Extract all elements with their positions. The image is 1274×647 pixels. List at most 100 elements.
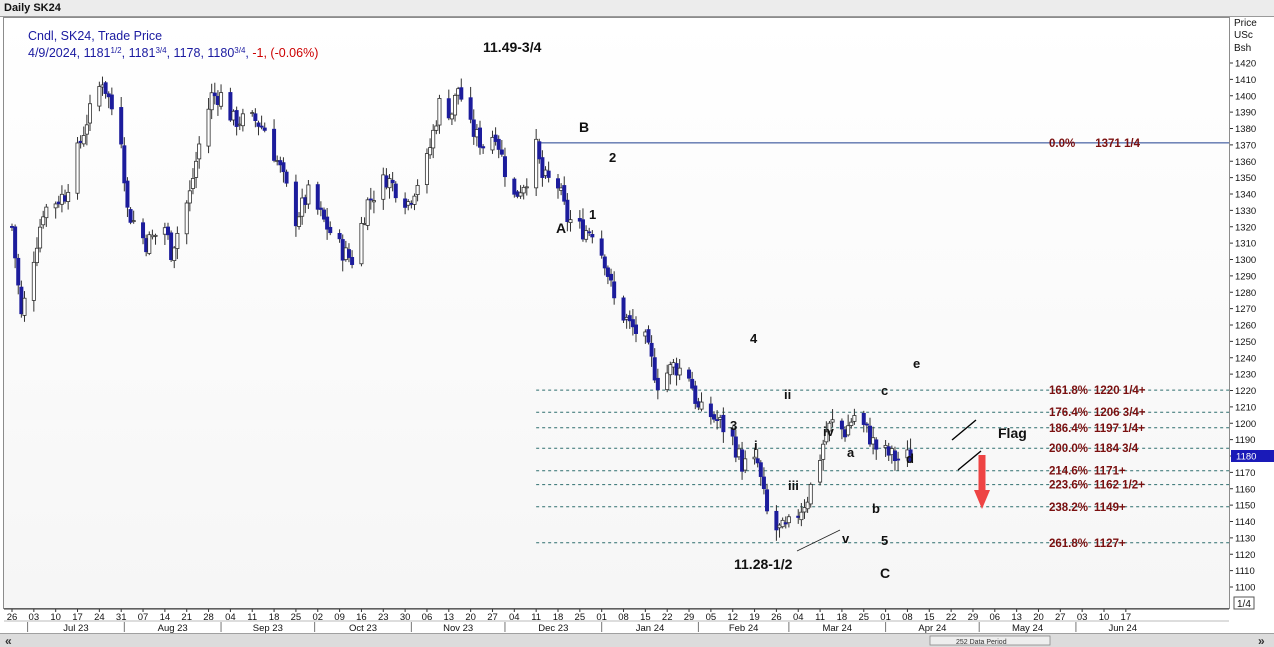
low-pointer-line	[796, 529, 841, 552]
month-label: May 24	[1012, 623, 1043, 634]
fib-level-label: 0.0% 1371 1/4	[1049, 138, 1141, 150]
candle-body	[153, 234, 158, 237]
candle-body	[78, 140, 83, 143]
candle-body	[721, 414, 726, 433]
candle-body	[13, 226, 18, 259]
candle-body	[556, 178, 561, 189]
wave-label: 2	[609, 150, 616, 165]
candle-body	[449, 113, 454, 120]
candle-body	[212, 92, 217, 97]
candle-body	[490, 137, 495, 151]
wave-label: c	[881, 383, 888, 398]
candle-body	[715, 419, 720, 422]
page-indicator-box[interactable]	[1233, 596, 1255, 610]
candle-body	[325, 216, 330, 230]
candle-body	[318, 207, 323, 210]
candle-body	[774, 510, 779, 531]
x-tick-label: 25	[575, 612, 586, 623]
scroll-thumb[interactable]	[929, 635, 1051, 646]
wave-label: b	[872, 501, 880, 516]
x-tick-label: 17	[72, 612, 83, 623]
y-tick-label: 1260	[1235, 321, 1256, 332]
y-tick-label: 1170	[1235, 468, 1255, 479]
candle-body	[634, 324, 639, 334]
month-label: Dec 23	[538, 623, 568, 634]
candle-body	[540, 157, 545, 178]
legend-high: 1181	[129, 46, 156, 60]
candle-body	[194, 160, 199, 178]
candle-body	[250, 112, 255, 114]
candle-body	[337, 233, 342, 240]
candle-body	[499, 149, 504, 155]
candle-body	[605, 267, 610, 277]
candle-body	[730, 429, 735, 437]
y-tick-label: 1130	[1235, 533, 1255, 544]
y-tick-label: 1220	[1235, 386, 1256, 397]
wave-label: Flag	[998, 425, 1027, 441]
candle-body	[649, 342, 654, 357]
month-label: Jan 24	[636, 623, 665, 634]
candle-body	[446, 98, 451, 119]
x-tick-label: 20	[465, 612, 476, 623]
x-tick-label: 04	[225, 612, 236, 623]
x-tick-label: 29	[968, 612, 979, 623]
y-tick-label: 1140	[1235, 517, 1255, 528]
candle-body	[864, 423, 869, 426]
candle-body	[874, 439, 879, 450]
x-tick-label: 02	[312, 612, 323, 623]
x-tick-label: 01	[596, 612, 607, 623]
flag-lower-line	[957, 450, 982, 471]
candle-body	[818, 460, 823, 483]
candle-body	[141, 222, 146, 239]
y-tick-label: 1380	[1235, 124, 1256, 135]
candle-body	[665, 372, 670, 391]
candle-body	[9, 226, 14, 228]
candle-body	[693, 385, 698, 404]
wave-label: 5	[881, 533, 888, 548]
fib-level-label: 261.8% 1127+	[1049, 538, 1126, 550]
scroll-right-button[interactable]: »	[1258, 634, 1265, 647]
legend-ohlc: 4/9/2024, 11811/2, 11813/4, 1178, 11803/…	[28, 46, 318, 60]
candle-body	[839, 420, 844, 430]
x-tick-label: 17	[1121, 612, 1132, 623]
x-tick-label: 18	[553, 612, 564, 623]
wave-label: iv	[823, 424, 835, 439]
candle-body	[393, 183, 398, 199]
y-tick-label: 1110	[1235, 566, 1255, 577]
candle-body	[612, 281, 617, 299]
candle-body	[827, 422, 832, 432]
candle-body	[175, 232, 180, 249]
candle-body	[346, 249, 351, 258]
y-tick-label: 1360	[1235, 157, 1256, 168]
candle-body	[66, 191, 71, 202]
axis-header-unit: USc	[1234, 30, 1253, 41]
legend-open: 1181	[84, 46, 111, 60]
candle-body	[209, 92, 214, 111]
x-tick-label: 13	[1011, 612, 1022, 623]
x-tick-label: 21	[181, 612, 192, 623]
x-tick-label: 09	[334, 612, 345, 623]
candle-body	[16, 257, 21, 286]
candle-body	[687, 369, 692, 379]
candle-body	[546, 170, 551, 178]
y-tick-label: 1160	[1235, 484, 1255, 495]
x-tick-label: 27	[1055, 612, 1066, 623]
candle-body	[708, 403, 713, 418]
candle-body	[259, 125, 264, 128]
candle-body	[758, 462, 763, 477]
x-tick-label: 01	[880, 612, 891, 623]
x-tick-label: 22	[946, 612, 957, 623]
month-label: Jun 24	[1108, 623, 1137, 634]
wave-label: 1	[589, 207, 596, 222]
candle-body	[677, 367, 682, 376]
x-tick-label: 10	[50, 612, 61, 623]
scroll-left-button[interactable]: «	[5, 634, 12, 647]
candle-body	[502, 156, 507, 178]
candle-body	[655, 377, 660, 391]
legend-open-fraction: 1/2	[111, 46, 123, 55]
candle-body	[306, 184, 311, 205]
x-tick-label: 08	[618, 612, 629, 623]
candle-body	[512, 178, 517, 195]
candle-body	[147, 234, 152, 254]
x-tick-label: 12	[727, 612, 738, 623]
